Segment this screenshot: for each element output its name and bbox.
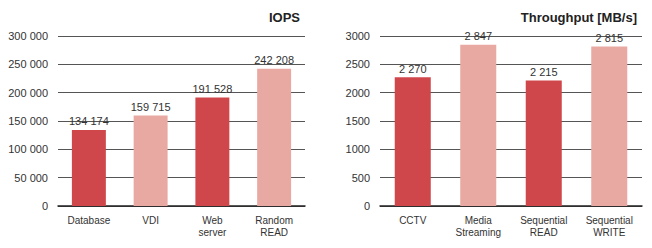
svg-text:500: 500 [352,172,370,184]
svg-text:242 208: 242 208 [254,54,294,66]
svg-text:WRITE: WRITE [593,227,626,238]
svg-text:200 000: 200 000 [8,87,48,99]
svg-text:2 815: 2 815 [595,32,623,44]
svg-text:Sequential: Sequential [586,215,633,226]
svg-text:1000: 1000 [346,143,370,155]
svg-text:IOPS: IOPS [269,10,300,25]
svg-text:CCTV: CCTV [399,215,427,226]
svg-text:191 528: 191 528 [192,83,232,95]
svg-text:300 000: 300 000 [8,30,48,42]
svg-text:0: 0 [364,200,370,212]
svg-text:Web: Web [202,215,223,226]
svg-text:159 715: 159 715 [131,101,171,113]
svg-text:VDI: VDI [142,215,159,226]
svg-text:100 000: 100 000 [8,143,48,155]
svg-text:1500: 1500 [346,115,370,127]
svg-text:Streaming: Streaming [455,227,501,238]
svg-text:Database: Database [67,215,110,226]
svg-text:0: 0 [42,200,48,212]
svg-text:Sequential: Sequential [520,215,567,226]
svg-text:Media: Media [465,215,493,226]
svg-text:2000: 2000 [346,87,370,99]
svg-text:Throughput [MB/s]: Throughput [MB/s] [521,10,637,25]
svg-text:134 174: 134 174 [69,115,109,127]
svg-text:50 000: 50 000 [14,172,48,184]
svg-text:2500: 2500 [346,58,370,70]
svg-text:3000: 3000 [346,30,370,42]
svg-text:2 215: 2 215 [530,66,558,78]
svg-text:READ: READ [530,227,558,238]
svg-text:250 000: 250 000 [8,58,48,70]
svg-text:READ: READ [260,227,288,238]
svg-text:150 000: 150 000 [8,115,48,127]
svg-text:server: server [198,227,226,238]
svg-text:2 270: 2 270 [399,63,427,75]
svg-text:2 847: 2 847 [464,30,492,42]
svg-text:Random: Random [255,215,293,226]
